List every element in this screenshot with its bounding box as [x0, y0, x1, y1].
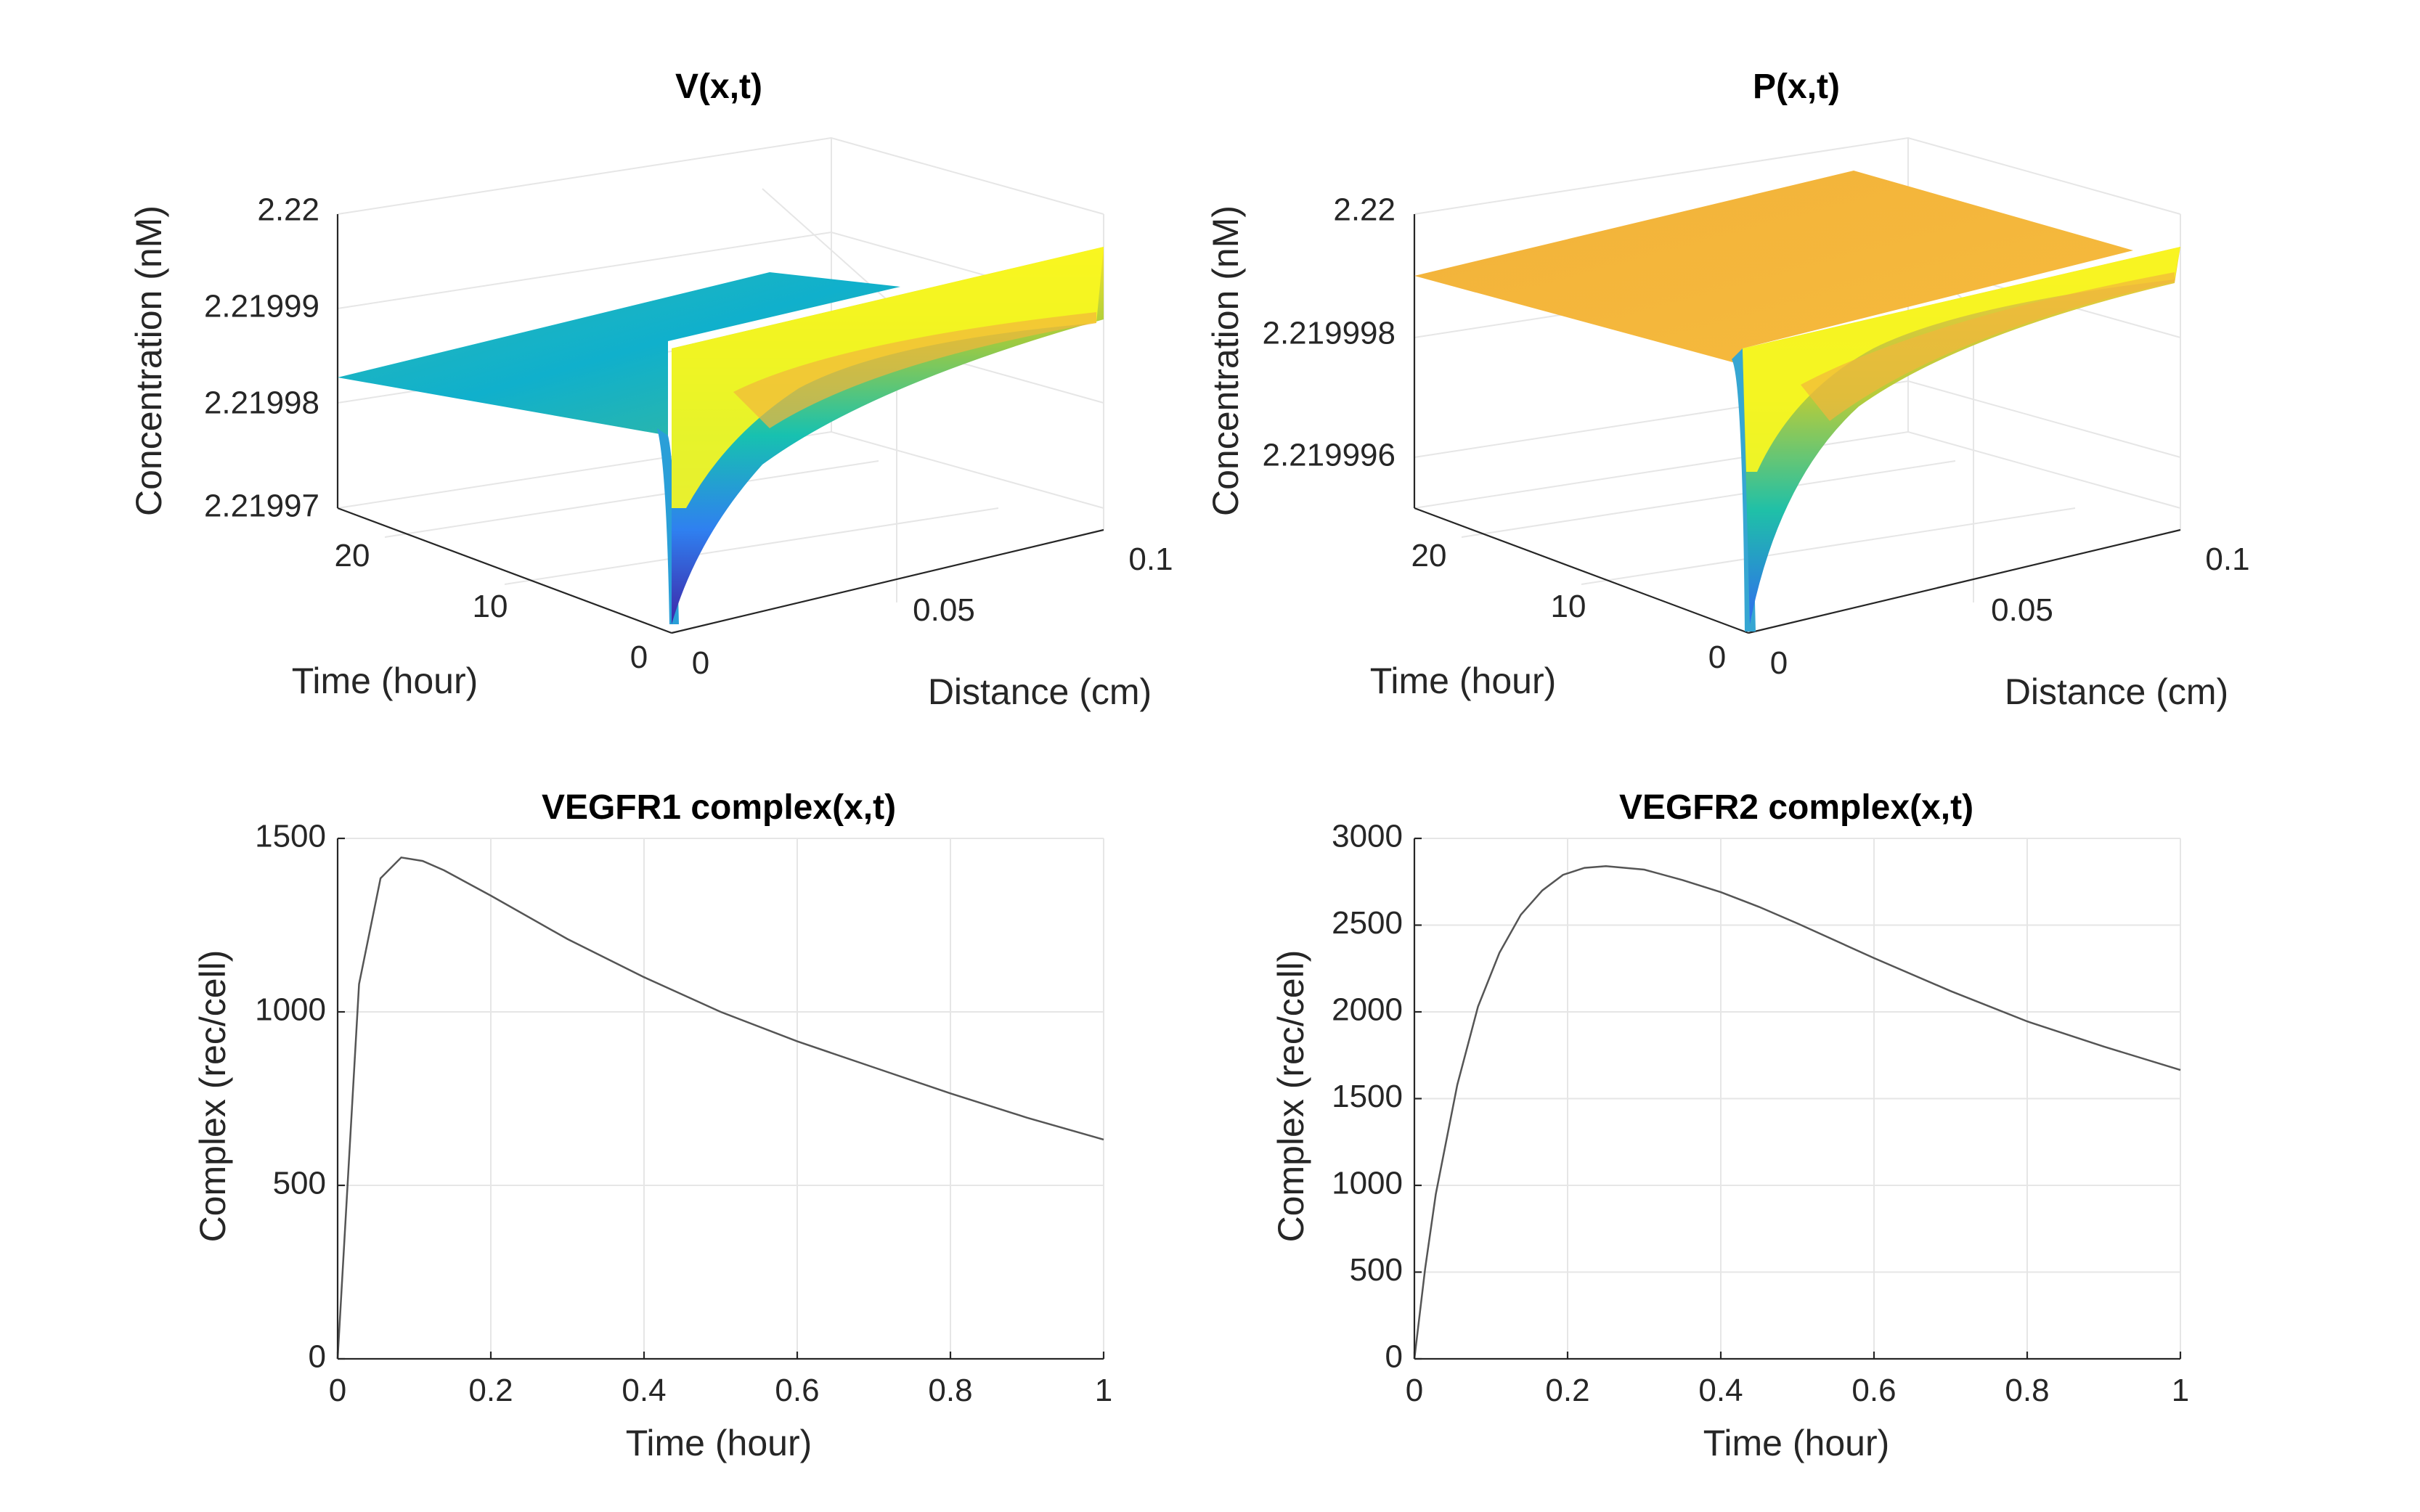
vegfr2-ytick-label-0: 0: [1385, 1339, 1403, 1375]
vegfr1-xlabel: Time (hour): [626, 1423, 812, 1463]
surface-p-ztick-0: 2.219996: [1262, 438, 1396, 473]
surface-p-ticks: 2.219996 2.219998 2.22 0 10 20 0 0.05 0.…: [1262, 192, 2249, 681]
surface-v-axes: [336, 214, 1104, 634]
surface-v-ytick-1: 10: [473, 589, 508, 624]
surface-p-ztick-1: 2.219998: [1262, 316, 1396, 351]
surface-plot-v: 2.21997 2.21998 2.21999 2.22 0 10 20 0 0…: [129, 68, 1173, 712]
surface-p-mesh: [1414, 171, 2180, 632]
vegfr1-grid: [337, 838, 1104, 1360]
vegfr2-x-ticks: 0 0.2 0.4 0.6 0.8 1: [1406, 1373, 2189, 1408]
surface-p-ytick-0: 0: [1708, 639, 1726, 675]
surface-v-ztick-2: 2.21999: [204, 289, 319, 324]
vegfr2-grid: [1414, 838, 2181, 1360]
vegfr1-ytick-label-2: 1000: [255, 992, 326, 1028]
line-chart-vegfr1: 0 0.2 0.4 0.6 0.8 1 0 500 1000 1500 VEGFR1 compl…: [192, 788, 1112, 1463]
vegfr2-ytick-label-6: 3000: [1332, 819, 1403, 854]
surface-p-axes: [1413, 214, 2181, 634]
surface-p-edge-yellow: [1743, 247, 2180, 472]
vegfr2-xlabel: Time (hour): [1703, 1423, 1890, 1463]
vegfr1-ytick-label-3: 1500: [255, 819, 326, 854]
surface-v-mesh: [338, 247, 1104, 624]
vegfr1-xtick-label-5: 1: [1095, 1373, 1112, 1408]
surface-v-ztick-1: 2.21998: [204, 385, 319, 421]
vegfr2-xtick-label-3: 0.6: [1851, 1373, 1896, 1408]
vegfr1-y-ticks: 0 500 1000 1500: [255, 819, 326, 1375]
surface-v-xlabel: Distance (cm): [928, 671, 1152, 712]
surface-v-ytick-2: 20: [335, 538, 370, 573]
vegfr2-ytick-label-2: 1000: [1332, 1166, 1403, 1201]
surface-v-edge-orange: [733, 312, 1096, 428]
vegfr2-xtick-label-2: 0.4: [1698, 1373, 1743, 1408]
vegfr2-ytick-label-5: 2500: [1332, 905, 1403, 941]
vegfr1-title: VEGFR1 complex(x,t): [542, 788, 896, 827]
surface-v-xtick-2: 0.1: [1128, 542, 1173, 577]
surface-p-ytick-1: 10: [1551, 589, 1586, 624]
surface-v-ztick-0: 2.21997: [204, 489, 319, 524]
surface-v-zlabel: Concentration (nM): [129, 205, 169, 516]
vegfr2-y-ticks: 0 500 1000 1500 2000 2500 3000: [1332, 819, 1403, 1375]
vegfr1-ylabel: Complex (rec/cell): [192, 950, 233, 1243]
vegfr2-ylabel: Complex (rec/cell): [1271, 950, 1311, 1243]
surface-p-ytick-2: 20: [1411, 538, 1447, 573]
surface-p-ztick-2: 2.22: [1333, 192, 1396, 228]
surface-p-xtick-1: 0.05: [1991, 592, 2053, 628]
surface-v-ticks: 2.21997 2.21998 2.21999 2.22 0 10 20 0 0…: [204, 192, 1173, 681]
vegfr1-xtick-label-4: 0.8: [928, 1373, 972, 1408]
vegfr1-ytick-label-1: 500: [273, 1166, 326, 1201]
surface-plot-p: 2.219996 2.219998 2.22 0 10 20 0 0.05 0.…: [1205, 68, 2250, 712]
surface-p-ylabel: Time (hour): [1370, 661, 1557, 701]
vegfr2-ytick-label-1: 500: [1350, 1252, 1403, 1288]
surface-v-ytick-0: 0: [630, 639, 648, 675]
vegfr1-axes: [336, 837, 1105, 1360]
vegfr1-ytick-label-0: 0: [309, 1339, 326, 1375]
surface-p-xtick-0: 0: [1770, 645, 1788, 681]
vegfr2-xtick-label-1: 0.2: [1545, 1373, 1589, 1408]
vegfr2-ytick-label-4: 2000: [1332, 992, 1403, 1028]
vegfr2-series-line: [1413, 865, 2181, 1360]
surface-p-plateau: [1414, 171, 2133, 363]
line-chart-vegfr2: 0 0.2 0.4 0.6 0.8 1 050010001500200025003000 …: [1271, 788, 2189, 1463]
vegfr2-ytick-label-3: 1500: [1332, 1079, 1403, 1114]
vegfr1-xtick-label-3: 0.6: [775, 1373, 819, 1408]
surface-v-ztick-3: 2.22: [257, 192, 319, 228]
surface-p-edge-orange: [1801, 272, 2175, 421]
vegfr2-xtick-label-5: 1: [2172, 1373, 2189, 1408]
vegfr1-xtick-label-1: 0.2: [468, 1373, 513, 1408]
vegfr2-axes: [1413, 837, 2182, 1360]
vegfr1-xtick-label-0: 0: [329, 1373, 346, 1408]
surface-v-plateau: [338, 272, 900, 436]
vegfr2-xtick-label-4: 0.8: [2005, 1373, 2049, 1408]
surface-p-title: P(x,t): [1753, 68, 1840, 106]
vegfr2-title: VEGFR2 complex(x,t): [1619, 788, 1973, 827]
surface-p-zlabel: Concentration (nM): [1205, 205, 1246, 516]
surface-p-xtick-2: 0.1: [2205, 542, 2249, 577]
surface-v-xtick-1: 0.05: [913, 592, 975, 628]
vegfr1-x-ticks: 0 0.2 0.4 0.6 0.8 1: [329, 1373, 1112, 1408]
vegfr1-series-line: [336, 856, 1104, 1360]
vegfr2-xtick-label-0: 0: [1406, 1373, 1423, 1408]
surface-v-title: V(x,t): [675, 68, 762, 106]
vegfr1-xtick-label-2: 0.4: [622, 1373, 666, 1408]
surface-v-xtick-0: 0: [692, 645, 709, 681]
surface-v-edge-yellow: [672, 247, 1104, 508]
surface-p-xlabel: Distance (cm): [2005, 671, 2228, 712]
surface-v-ylabel: Time (hour): [292, 661, 478, 701]
